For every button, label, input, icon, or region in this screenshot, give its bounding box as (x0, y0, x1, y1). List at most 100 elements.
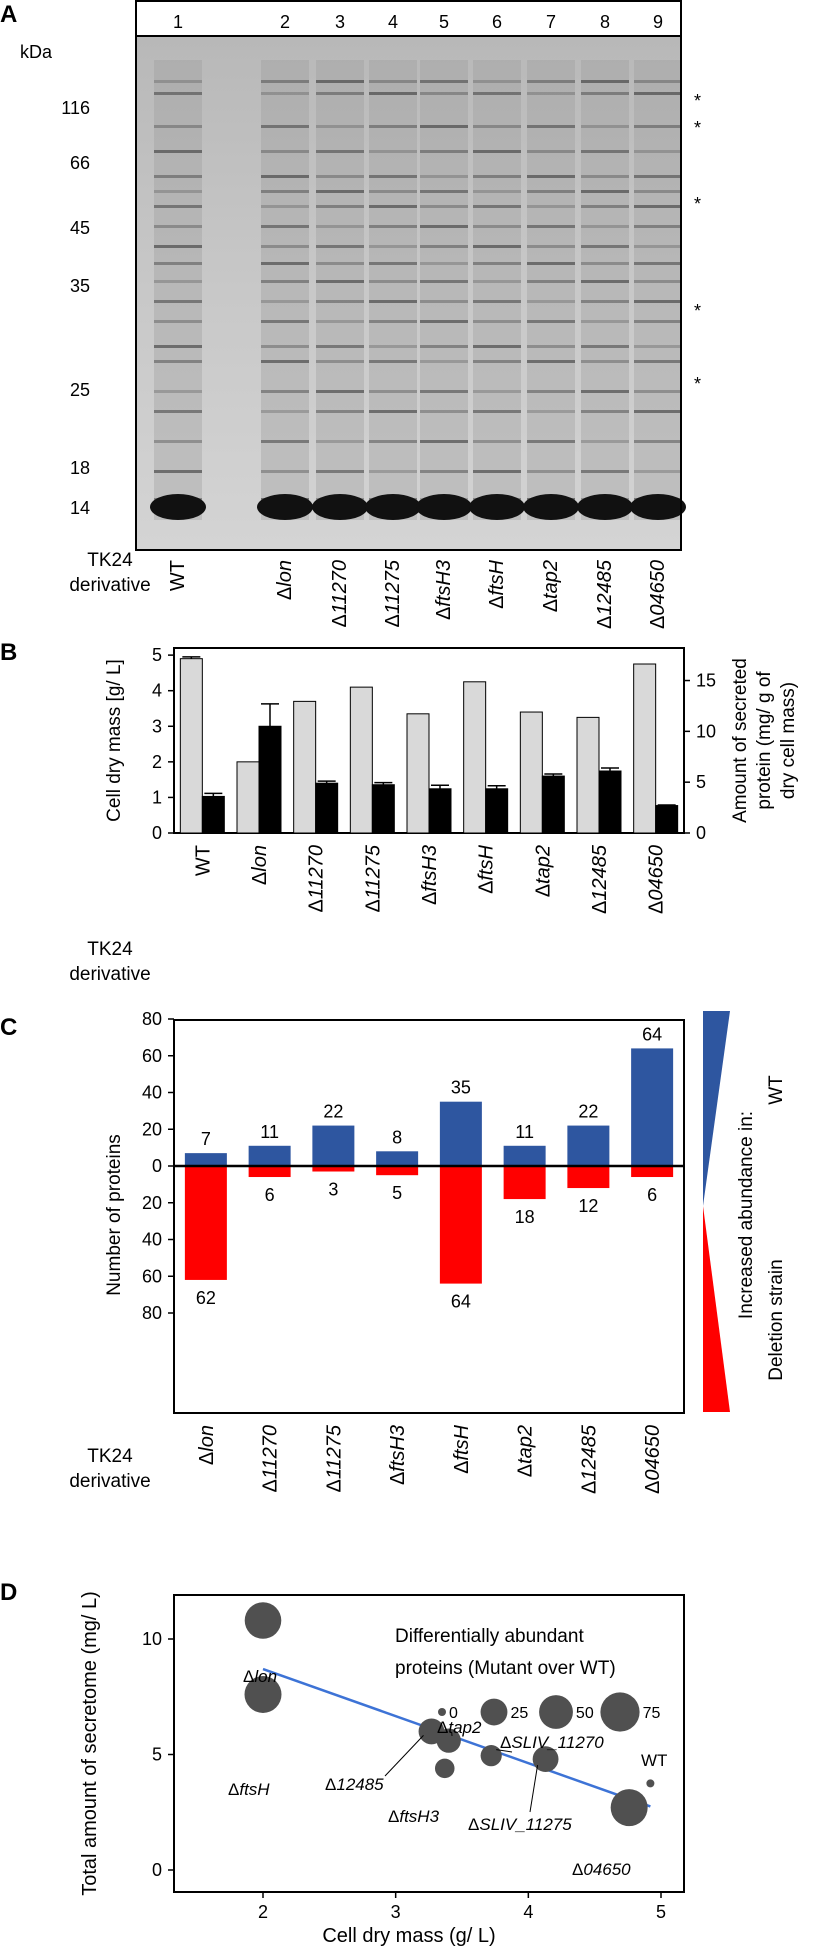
chart-c-value-label-wt: 35 (451, 1078, 471, 1098)
gel-lane-number: 7 (546, 12, 556, 32)
chart-d-y-tick-label: 5 (152, 1745, 162, 1765)
chart-b-bar-cell-mass (293, 700, 317, 834)
chart-b-bar-cell-mass (463, 681, 487, 834)
chart-b-ylabel-right: dry cell mass) (778, 682, 799, 799)
chart-d-point-label: Δlon (243, 1667, 277, 1686)
chart-b-category-label: ΔftsH (476, 844, 498, 893)
gel-lane-number: 3 (335, 12, 345, 32)
chart-b-bar-secreted (598, 770, 622, 834)
gel-lane (150, 60, 206, 520)
chart-b-bar-secreted (541, 775, 565, 834)
chart-b-bar-secreted (655, 805, 679, 834)
panel-b-letter: B (0, 639, 17, 666)
chart-d-point-label: Δtap2 (437, 1718, 482, 1737)
chart-d-point-label: ΔftsH (228, 1780, 270, 1799)
chart-c-value-label-wt: 64 (642, 1024, 662, 1044)
gel-lane-label: Δ11275 (382, 559, 404, 627)
chart-d-point-label: ΔftsH3 (388, 1807, 440, 1826)
derivative-label-a2: derivative (69, 575, 150, 596)
chart-d-legend-marker (438, 1708, 446, 1716)
gel-lane (630, 60, 686, 520)
chart-b-left-tick-label: 2 (152, 752, 162, 772)
chart-b-category-label: Δ11275 (362, 844, 384, 912)
gel-marker-label: 18 (70, 458, 90, 478)
chart-d-point (244, 1675, 282, 1713)
chart-d-x-tick-label: 5 (656, 1902, 666, 1922)
chart-b-category-label: Δtap2 (532, 845, 554, 897)
gel-lane (577, 60, 633, 520)
gel-lane-label: ΔftsH (486, 559, 508, 608)
chart-c-value-label-deletion: 6 (647, 1185, 657, 1205)
chart-d-legend-marker (600, 1692, 640, 1732)
chart-b-bar-cell-mass (179, 658, 203, 834)
chart-c-value-label-deletion: 5 (392, 1183, 402, 1203)
chart-c-value-label-wt: 8 (392, 1127, 402, 1147)
derivative-label-a1: TK24 (87, 550, 133, 571)
chart-c-ylabel: Number of proteins (104, 1134, 125, 1296)
chart-c-tick-label: 60 (142, 1266, 162, 1286)
chart-d-point-label: ΔSLIV_11275 (468, 1815, 572, 1834)
chart-b-bar-cell-mass (576, 716, 600, 834)
gel-lane-number: 2 (280, 12, 290, 32)
chart-c-legend-wedge-wt (703, 1011, 730, 1206)
chart-d-leader-line (384, 1735, 424, 1777)
chart-c: 80 60 40 20 0 20 40 60 80 Number of proteins 7 62 Δl… (104, 1009, 787, 1494)
chart-b-bar-cell-mass (406, 713, 430, 834)
gel-lane-numbers: 1 2 3 4 5 6 7 8 9 (173, 12, 663, 32)
panel-d-letter: D (0, 1579, 17, 1606)
chart-b-bar-cell-mass (349, 686, 373, 834)
gel-asterisk: * (694, 374, 701, 394)
chart-b-left-tick-label: 0 (152, 823, 162, 843)
chart-c-value-label-deletion: 12 (578, 1196, 598, 1216)
gel-lane (312, 60, 368, 520)
chart-c-value-label-deletion: 6 (265, 1185, 275, 1205)
chart-b-category-label: Δ11270 (306, 845, 328, 913)
chart-d-point-label: WT (641, 1751, 667, 1770)
chart-c-legend-label: Increased abundance in: (736, 1111, 757, 1319)
gel-background (136, 36, 681, 550)
gel-lane-label: Δ04650 (647, 560, 669, 629)
chart-d-y-tick-label: 10 (142, 1629, 162, 1649)
gel-lane (416, 60, 472, 520)
chart-d-x-tick-label: 2 (258, 1902, 268, 1922)
chart-c-bar-deletion (631, 1166, 674, 1178)
chart-b-bar-secreted (315, 782, 339, 834)
chart-c-category-label: Δ04650 (642, 1425, 664, 1494)
chart-c-category-label: Δ11275 (323, 1424, 345, 1492)
chart-c-category-label: Δlon (196, 1425, 218, 1465)
chart-c-legend-wedge-deletion (703, 1206, 730, 1412)
chart-c-value-label-wt: 11 (260, 1122, 279, 1142)
chart-d-legend-label: 75 (643, 1705, 661, 1722)
chart-b-bar-secreted (485, 788, 509, 834)
chart-c-value-label-deletion: 62 (196, 1288, 216, 1308)
chart-b-left-tick-label: 1 (152, 787, 162, 807)
chart-d-leader-line (496, 1749, 513, 1753)
chart-c-value-label-deletion: 64 (451, 1292, 471, 1312)
derivative-label-b1: TK24 (87, 939, 133, 960)
gel-lane-number: 1 (173, 12, 183, 32)
gel-lane-number: 5 (439, 12, 449, 32)
chart-d-xlabel: Cell dry mass (g/ L) (322, 1925, 495, 1947)
gel-lane (365, 60, 421, 520)
chart-c-category-label: Δ11270 (260, 1425, 282, 1493)
chart-d-point (646, 1779, 655, 1788)
gel-marker-label: 25 (70, 380, 90, 400)
chart-b-left-tick-label: 5 (152, 645, 162, 665)
chart-c-bar-deletion (184, 1166, 227, 1280)
chart-d-y-tick-label: 0 (152, 1860, 162, 1880)
gel-asterisk: * (694, 194, 701, 214)
chart-b-category-label: Δ04650 (646, 845, 668, 914)
chart-d-legend-label: 0 (449, 1705, 458, 1722)
gel-lane-labels: WT Δlon Δ11270 Δ11275 ΔftsH3 ΔftsH Δtap2 Δ12485… (167, 559, 669, 629)
chart-b-ylabel-left: Cell dry mass [g/ L] (104, 659, 125, 822)
chart-c-bar-deletion (376, 1166, 419, 1176)
kda-label: kDa (20, 42, 53, 62)
chart-b-bar-cell-mass (519, 711, 543, 834)
chart-c-value-label-wt: 22 (578, 1102, 598, 1122)
chart-b-bar-secreted (371, 784, 395, 834)
chart-c-bar-deletion (503, 1166, 546, 1200)
chart-d-point (532, 1746, 559, 1773)
chart-c-bar-wt (312, 1125, 355, 1166)
derivative-label-b2: derivative (69, 964, 150, 985)
chart-c-value-label-deletion: 18 (515, 1207, 535, 1227)
